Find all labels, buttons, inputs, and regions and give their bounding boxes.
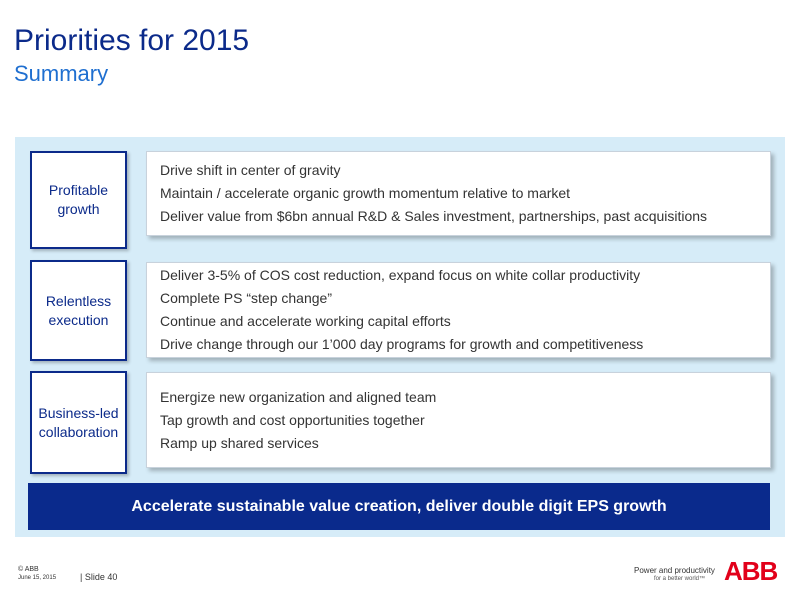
bullet: Tap growth and cost opportunities togeth… — [160, 411, 425, 428]
subtitle: Summary — [14, 61, 109, 86]
row-label: Business-led collaboration — [30, 371, 127, 474]
title: Priorities for 2015 — [14, 24, 250, 57]
tagline: for a better world™ — [654, 576, 706, 582]
bullet: Drive shift in center of gravity — [160, 162, 341, 178]
bullet: Complete PS “step change” — [160, 290, 332, 306]
row-content: Energize new organization and aligned te… — [146, 372, 771, 468]
bullet: Maintain / accelerate organic growth mom… — [160, 185, 571, 201]
row-content: Deliver 3-5% of COS cost reduction, expa… — [146, 262, 771, 358]
row-content: Drive shift in center of gravity Maintain… — [146, 151, 771, 236]
bullet: Deliver value from $6bn annual R&D & Sal… — [160, 208, 708, 224]
slide-number: | Slide 40 — [80, 572, 118, 582]
logo: ABB — [724, 556, 778, 586]
row-label: Relentless execution — [30, 260, 127, 361]
bullet: Continue and accelerate working capital … — [160, 313, 451, 329]
banner: Accelerate sustainable value creation, d… — [28, 483, 770, 530]
bullet: Energize new organization and aligned te… — [160, 388, 437, 405]
copyright: © ABB — [18, 566, 39, 573]
bullet: Ramp up shared services — [160, 434, 319, 451]
bullet: Deliver 3-5% of COS cost reduction, expa… — [160, 267, 641, 283]
tagline: Power and productivity — [634, 566, 715, 575]
bullet: Drive change through our 1’000 day progr… — [160, 336, 644, 352]
date: June 15, 2015 — [18, 575, 57, 581]
row-label: Profitable growth — [30, 151, 127, 249]
